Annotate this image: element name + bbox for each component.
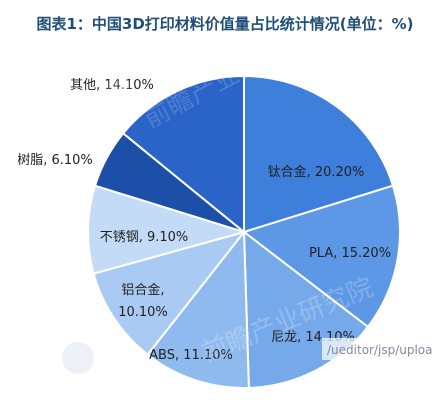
pie-slice-2 [241,184,401,329]
pie-slice-label-6: 不锈钢, 9.10% [100,230,189,245]
pie-slice-4 [146,229,250,389]
pie-labels: 钛合金, 20.20%PLA, 15.20%尼龙, 14.10%ABS, 11.… [17,78,391,363]
pie-slice-1 [243,74,395,234]
chart-title: 图表1：中国3D打印材料价值量占比统计情况(单位：%) [36,15,414,33]
pie-slice-label-2: PLA, 15.20% [309,246,391,261]
pie-slice-label-4: ABS, 11.10% [149,348,233,363]
watermark-url-text: /ueditor/jsp/uploa [327,343,433,357]
pie-slice-label-1: 钛合金, 20.20% [268,164,365,180]
watermark-logo-top [103,77,135,109]
pie-slice-label-7: 树脂, 6.10% [17,153,93,168]
pie-slices [87,74,401,389]
pie-slice-6 [87,184,248,275]
watermark-logo-bottom [62,342,94,374]
watermark-url-bg [322,338,444,360]
pie-slice-5 [92,230,247,357]
pie-slice-label-8: 其他, 14.10% [70,78,154,93]
pie-slice-label-5: 铝合金, 10.10% [118,282,168,320]
pie-slice-8 [121,74,245,235]
